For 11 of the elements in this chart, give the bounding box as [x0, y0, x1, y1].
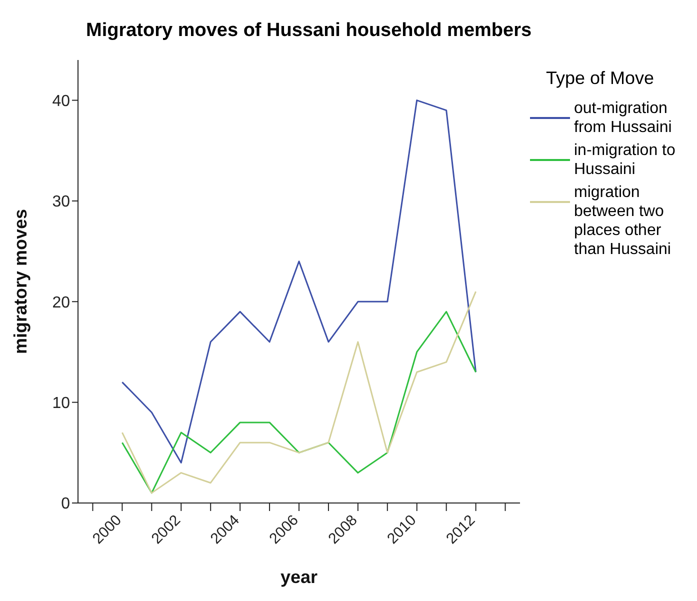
legend-label: migration between two places other than Hussaini [574, 183, 672, 259]
y-tick-label: 30 [52, 194, 70, 211]
y-tick-label: 0 [61, 496, 70, 513]
x-axis-title: year [280, 567, 318, 587]
line-series [121, 100, 477, 464]
legend-title: Type of Move [546, 68, 656, 89]
chart-title: Migratory moves of Hussani household members [86, 20, 532, 42]
y-tick-label: 20 [52, 294, 70, 312]
y-tick-label: 10 [52, 395, 70, 412]
y-tick-label: 40 [52, 92, 70, 110]
y-axis-title: migratory moves [10, 208, 30, 354]
